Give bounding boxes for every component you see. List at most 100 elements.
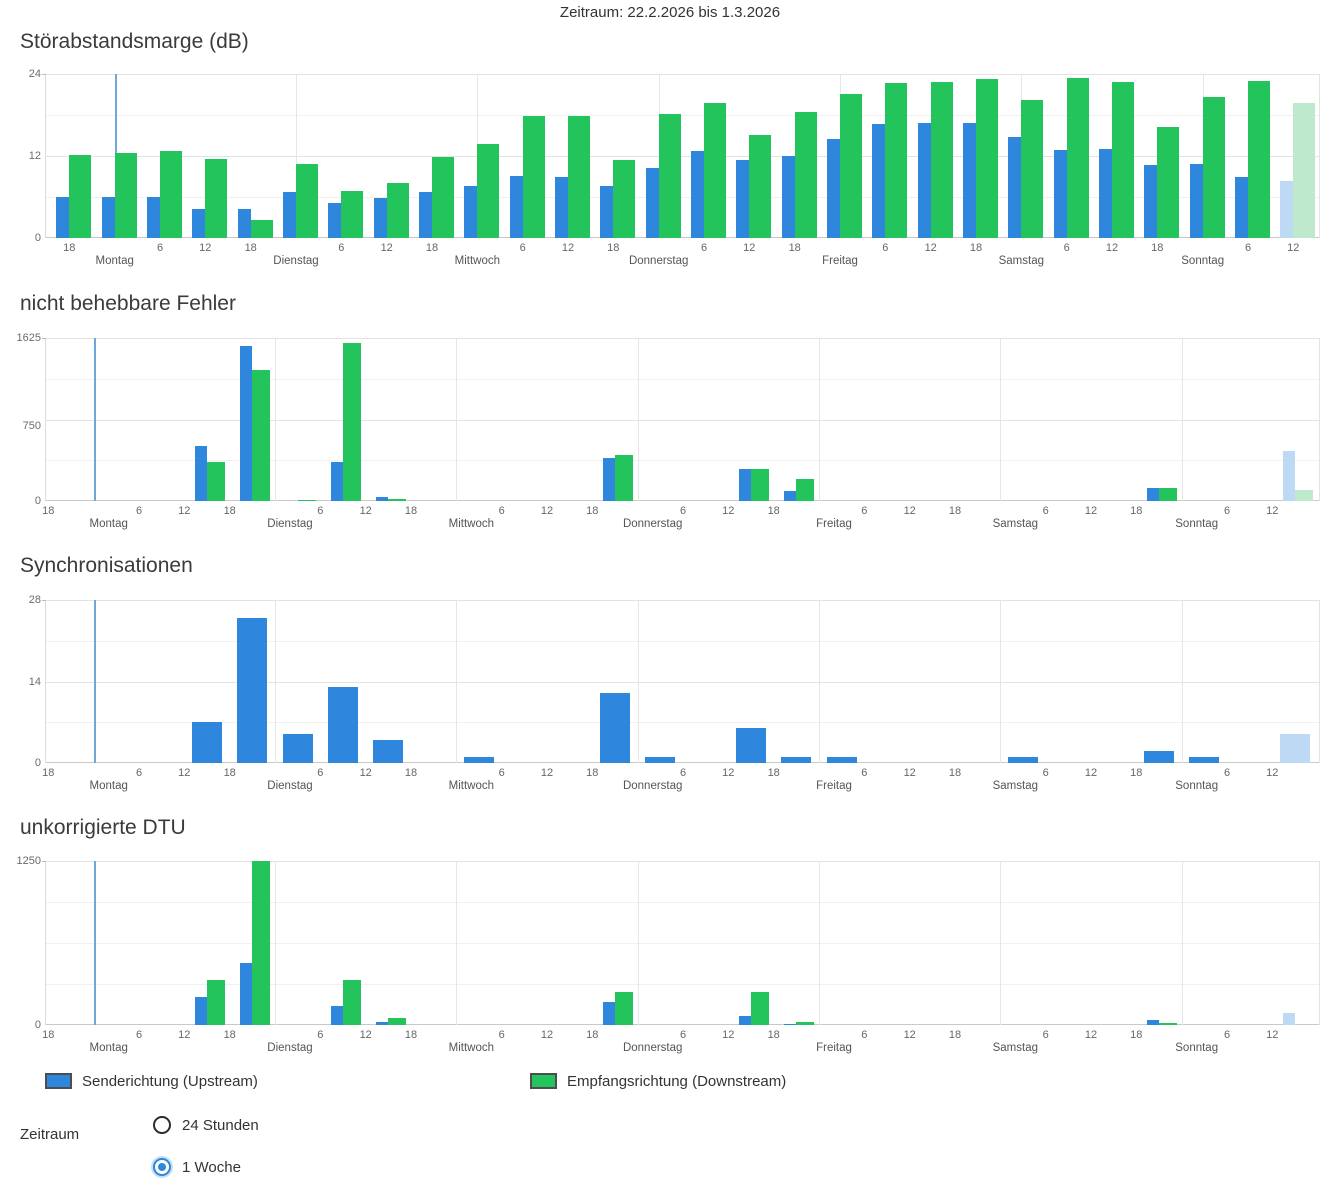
y-axis-tick [42, 600, 46, 601]
x-axis-hour-label: 6 [1223, 1029, 1231, 1041]
bar-upstream [376, 496, 389, 501]
x-axis-hour-label: 12 [1266, 767, 1279, 779]
x-axis-hour-label: 6 [498, 505, 505, 517]
x-axis-hour-label: 6 [156, 242, 164, 254]
x-axis-hour-label: 18 [788, 242, 801, 254]
x-axis-hour-label: 12 [903, 767, 916, 779]
bar-downstream [1202, 96, 1225, 238]
bar-downstream [69, 155, 92, 238]
x-axis-day-label: Dienstag [267, 518, 313, 530]
x-axis-day-label: Montag [89, 518, 128, 530]
x-axis-hour-label: 6 [1244, 242, 1252, 254]
x-axis-day-label: Freitag [822, 255, 858, 267]
bar-downstream [885, 82, 908, 238]
day-gridline [296, 74, 297, 238]
chart-plot-snr-margin: 24 12 0 18 Montag 6 12 18 Dienstag 6 12 18 Mittwoch 6… [29, 68, 1320, 267]
chart-title-snr-margin: Störabstandsmarge (dB) [20, 30, 249, 53]
bar-upstream [600, 693, 630, 763]
gridline [46, 237, 1319, 238]
bar-downstream [794, 111, 817, 238]
y-axis-tick [42, 74, 46, 75]
x-axis-hour-label: 12 [540, 767, 554, 779]
x-axis-day-label: Sonntag [1175, 780, 1219, 792]
bar-upstream [283, 192, 296, 238]
y-axis-label: 1625 [16, 332, 41, 344]
bar-upstream [1147, 488, 1159, 501]
radio-button-24-stunden[interactable] [153, 1116, 171, 1134]
radio-button-1-woche[interactable] [153, 1158, 171, 1176]
bar-upstream [192, 209, 206, 238]
x-axis-hour-label: 12 [359, 505, 372, 517]
bar-upstream [826, 757, 857, 763]
y-axis-label: 0 [34, 757, 41, 769]
x-axis-day-label: Sonntag [1175, 1042, 1219, 1054]
x-axis-hour-label: 18 [948, 505, 962, 517]
bar-downstream [432, 156, 454, 238]
bar-upstream [464, 757, 494, 763]
x-axis-hour-label: 6 [1063, 242, 1070, 254]
bar-downstream [388, 498, 407, 501]
x-axis-hour-label: 18 [767, 767, 780, 779]
x-axis-hour-label: 12 [722, 1029, 735, 1041]
chart-title-uncorrected-dtu: unkorrigierte DTU [20, 816, 186, 839]
x-axis-hour-label: 12 [178, 1029, 191, 1041]
x-axis-day-label: Donnerstag [622, 1042, 683, 1054]
x-axis-day-label: Montag [89, 780, 128, 792]
radio-option-1-woche[interactable]: 1 Woche [153, 1158, 241, 1176]
bar-downstream [1295, 490, 1313, 501]
bar-downstream [207, 979, 225, 1025]
bar-downstream [1248, 80, 1270, 238]
x-axis-hour-label: 18 [404, 1029, 418, 1041]
bar-upstream [603, 457, 615, 501]
bar-downstream [252, 369, 271, 501]
gridline [46, 722, 1319, 724]
x-axis-hour-label: 6 [338, 242, 345, 254]
day-gridline [456, 600, 458, 763]
x-axis-hour-label: 12 [199, 242, 212, 254]
bar-upstream [781, 757, 812, 763]
x-axis-hour-label: 12 [1084, 767, 1098, 779]
y-axis-label: 0 [34, 1019, 41, 1031]
gridline [46, 902, 1319, 903]
legend-label-upstream: Senderichtung (Upstream) [82, 1072, 258, 1090]
x-axis-hour-label: 6 [679, 767, 687, 779]
x-axis-hour-label: 18 [607, 242, 620, 254]
x-axis-hour-label: 6 [135, 1029, 143, 1041]
bar-upstream [240, 345, 253, 501]
day-gridline [275, 600, 276, 763]
x-axis-hour-label: 6 [135, 505, 143, 517]
bar-upstream [784, 491, 797, 501]
x-axis-day-label: Mittwoch [448, 780, 494, 792]
day-gridline [637, 600, 639, 763]
x-axis-hour-label: 12 [903, 505, 916, 517]
bar-upstream [509, 175, 523, 238]
radio-option-24-stunden[interactable]: 24 Stunden [153, 1116, 259, 1134]
bar-upstream [736, 728, 766, 763]
bar-upstream [328, 687, 358, 763]
x-axis-hour-label: 18 [1130, 767, 1143, 779]
x-axis-hour-label: 6 [498, 1029, 505, 1041]
bar-downstream [1021, 100, 1044, 238]
bar-downstream [296, 164, 318, 238]
bar-upstream [376, 1022, 389, 1025]
bar-downstream [1159, 487, 1177, 501]
bar-upstream [1008, 136, 1022, 238]
bar-downstream [1066, 78, 1089, 238]
bar-upstream [963, 122, 976, 238]
x-axis-hour-label: 18 [404, 767, 418, 779]
zeitraum-label: Zeitraum [20, 1126, 80, 1143]
bar-upstream [282, 733, 313, 763]
gridline [46, 338, 1319, 339]
bar-upstream [192, 722, 222, 763]
day-gridline [275, 861, 276, 1025]
resync-marker-line [93, 861, 96, 1025]
gridline [46, 74, 1319, 75]
bar-upstream [373, 739, 404, 763]
x-axis-hour-label: 12 [1084, 1029, 1098, 1041]
bar-upstream [1053, 149, 1067, 238]
bar-downstream [297, 499, 316, 501]
gridline [46, 984, 1319, 985]
bar-upstream [739, 1015, 751, 1025]
x-axis-day-label: Samstag [998, 255, 1044, 267]
radio-label-1-woche: 1 Woche [182, 1158, 241, 1176]
